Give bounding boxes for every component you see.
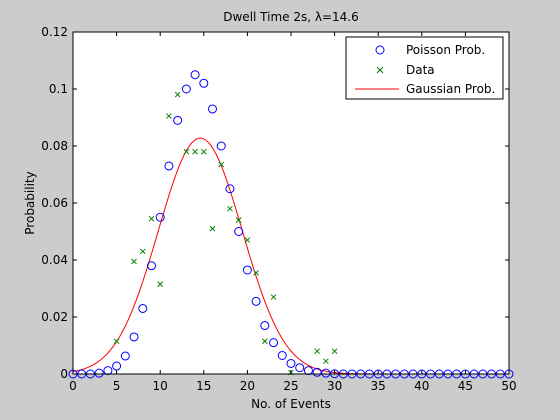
x-tick-label: 40 bbox=[414, 379, 429, 393]
data-point bbox=[183, 148, 190, 155]
x-tick-label: 5 bbox=[113, 379, 121, 393]
y-tick-label: 0.02 bbox=[41, 310, 68, 324]
x-tick-label: 20 bbox=[240, 379, 255, 393]
x-tick-label: 35 bbox=[371, 379, 386, 393]
data-point bbox=[314, 348, 321, 355]
poisson-point bbox=[251, 296, 261, 306]
x-tick-label: 10 bbox=[153, 379, 168, 393]
data-point bbox=[244, 237, 251, 243]
data-point bbox=[261, 338, 268, 345]
data-point bbox=[209, 225, 216, 232]
poisson-point bbox=[208, 104, 218, 114]
poisson-point bbox=[181, 84, 191, 94]
x-tick-label: 0 bbox=[69, 379, 77, 393]
poisson-point bbox=[155, 212, 165, 222]
data-point bbox=[200, 148, 207, 155]
poisson-point bbox=[164, 161, 174, 171]
legend-poisson-marker bbox=[375, 45, 385, 55]
poisson-point bbox=[286, 358, 296, 368]
data-point bbox=[270, 294, 277, 300]
legend: Poisson Prob. Data Gaussian Prob. bbox=[345, 36, 504, 100]
data-point bbox=[227, 205, 233, 212]
poisson-point bbox=[129, 332, 139, 342]
legend-label-gaussian: Gaussian Prob. bbox=[406, 82, 495, 96]
poisson-point bbox=[190, 70, 200, 80]
poisson-point bbox=[120, 351, 130, 361]
y-tick-label: 0.06 bbox=[41, 196, 68, 210]
data-point bbox=[253, 269, 259, 276]
poisson-point bbox=[277, 350, 287, 360]
data-point bbox=[131, 258, 137, 265]
data-point bbox=[166, 113, 172, 119]
chart-title: Dwell Time 2s, λ=14.6 bbox=[223, 10, 359, 24]
poisson-point bbox=[269, 338, 279, 348]
poisson-point bbox=[103, 366, 113, 376]
x-tick-label: 15 bbox=[196, 379, 211, 393]
poisson-point bbox=[303, 366, 313, 376]
x-tick-label: 45 bbox=[458, 379, 473, 393]
poisson-point bbox=[138, 303, 148, 313]
y-tick-label: 0.08 bbox=[41, 139, 68, 153]
x-tick-label: 50 bbox=[501, 379, 516, 393]
data-point bbox=[218, 161, 225, 168]
poisson-point bbox=[295, 363, 305, 373]
poisson-point bbox=[216, 141, 226, 151]
x-tick-label: 30 bbox=[327, 379, 342, 393]
poisson-point bbox=[234, 227, 244, 236]
poisson-point bbox=[225, 184, 235, 194]
poisson-point bbox=[321, 368, 331, 378]
poisson-point bbox=[94, 368, 104, 378]
legend-label-poisson: Poisson Prob. bbox=[406, 43, 485, 57]
data-point bbox=[139, 248, 146, 255]
data-point bbox=[323, 358, 329, 365]
data-point bbox=[174, 91, 181, 98]
y-tick-label: 0 bbox=[60, 367, 68, 381]
data-point bbox=[331, 348, 338, 355]
data-point bbox=[113, 338, 120, 345]
axis-ticks: 0 5 10 15 20 25 30 35 40 45 50 0 0.02 0.04 0.06 0.08 0.1… bbox=[41, 25, 516, 393]
data-point bbox=[148, 215, 155, 222]
y-tick-label: 0.04 bbox=[41, 253, 68, 267]
y-axis-label: Probability bbox=[23, 171, 37, 234]
poisson-point bbox=[260, 321, 270, 331]
poisson-point bbox=[173, 115, 183, 125]
x-tick-label: 25 bbox=[283, 379, 298, 393]
x-axis-label: No. of Events bbox=[251, 397, 331, 411]
poisson-point bbox=[312, 367, 322, 377]
y-tick-label: 0.1 bbox=[49, 82, 68, 96]
legend-label-data: Data bbox=[406, 63, 435, 77]
data-point bbox=[192, 148, 198, 155]
data-point bbox=[235, 217, 242, 223]
legend-data-marker bbox=[376, 66, 384, 74]
poisson-point bbox=[242, 265, 252, 275]
poisson-point bbox=[146, 261, 156, 271]
poisson-point bbox=[199, 78, 209, 88]
y-tick-label: 0.12 bbox=[41, 25, 68, 39]
data-point bbox=[157, 281, 164, 288]
